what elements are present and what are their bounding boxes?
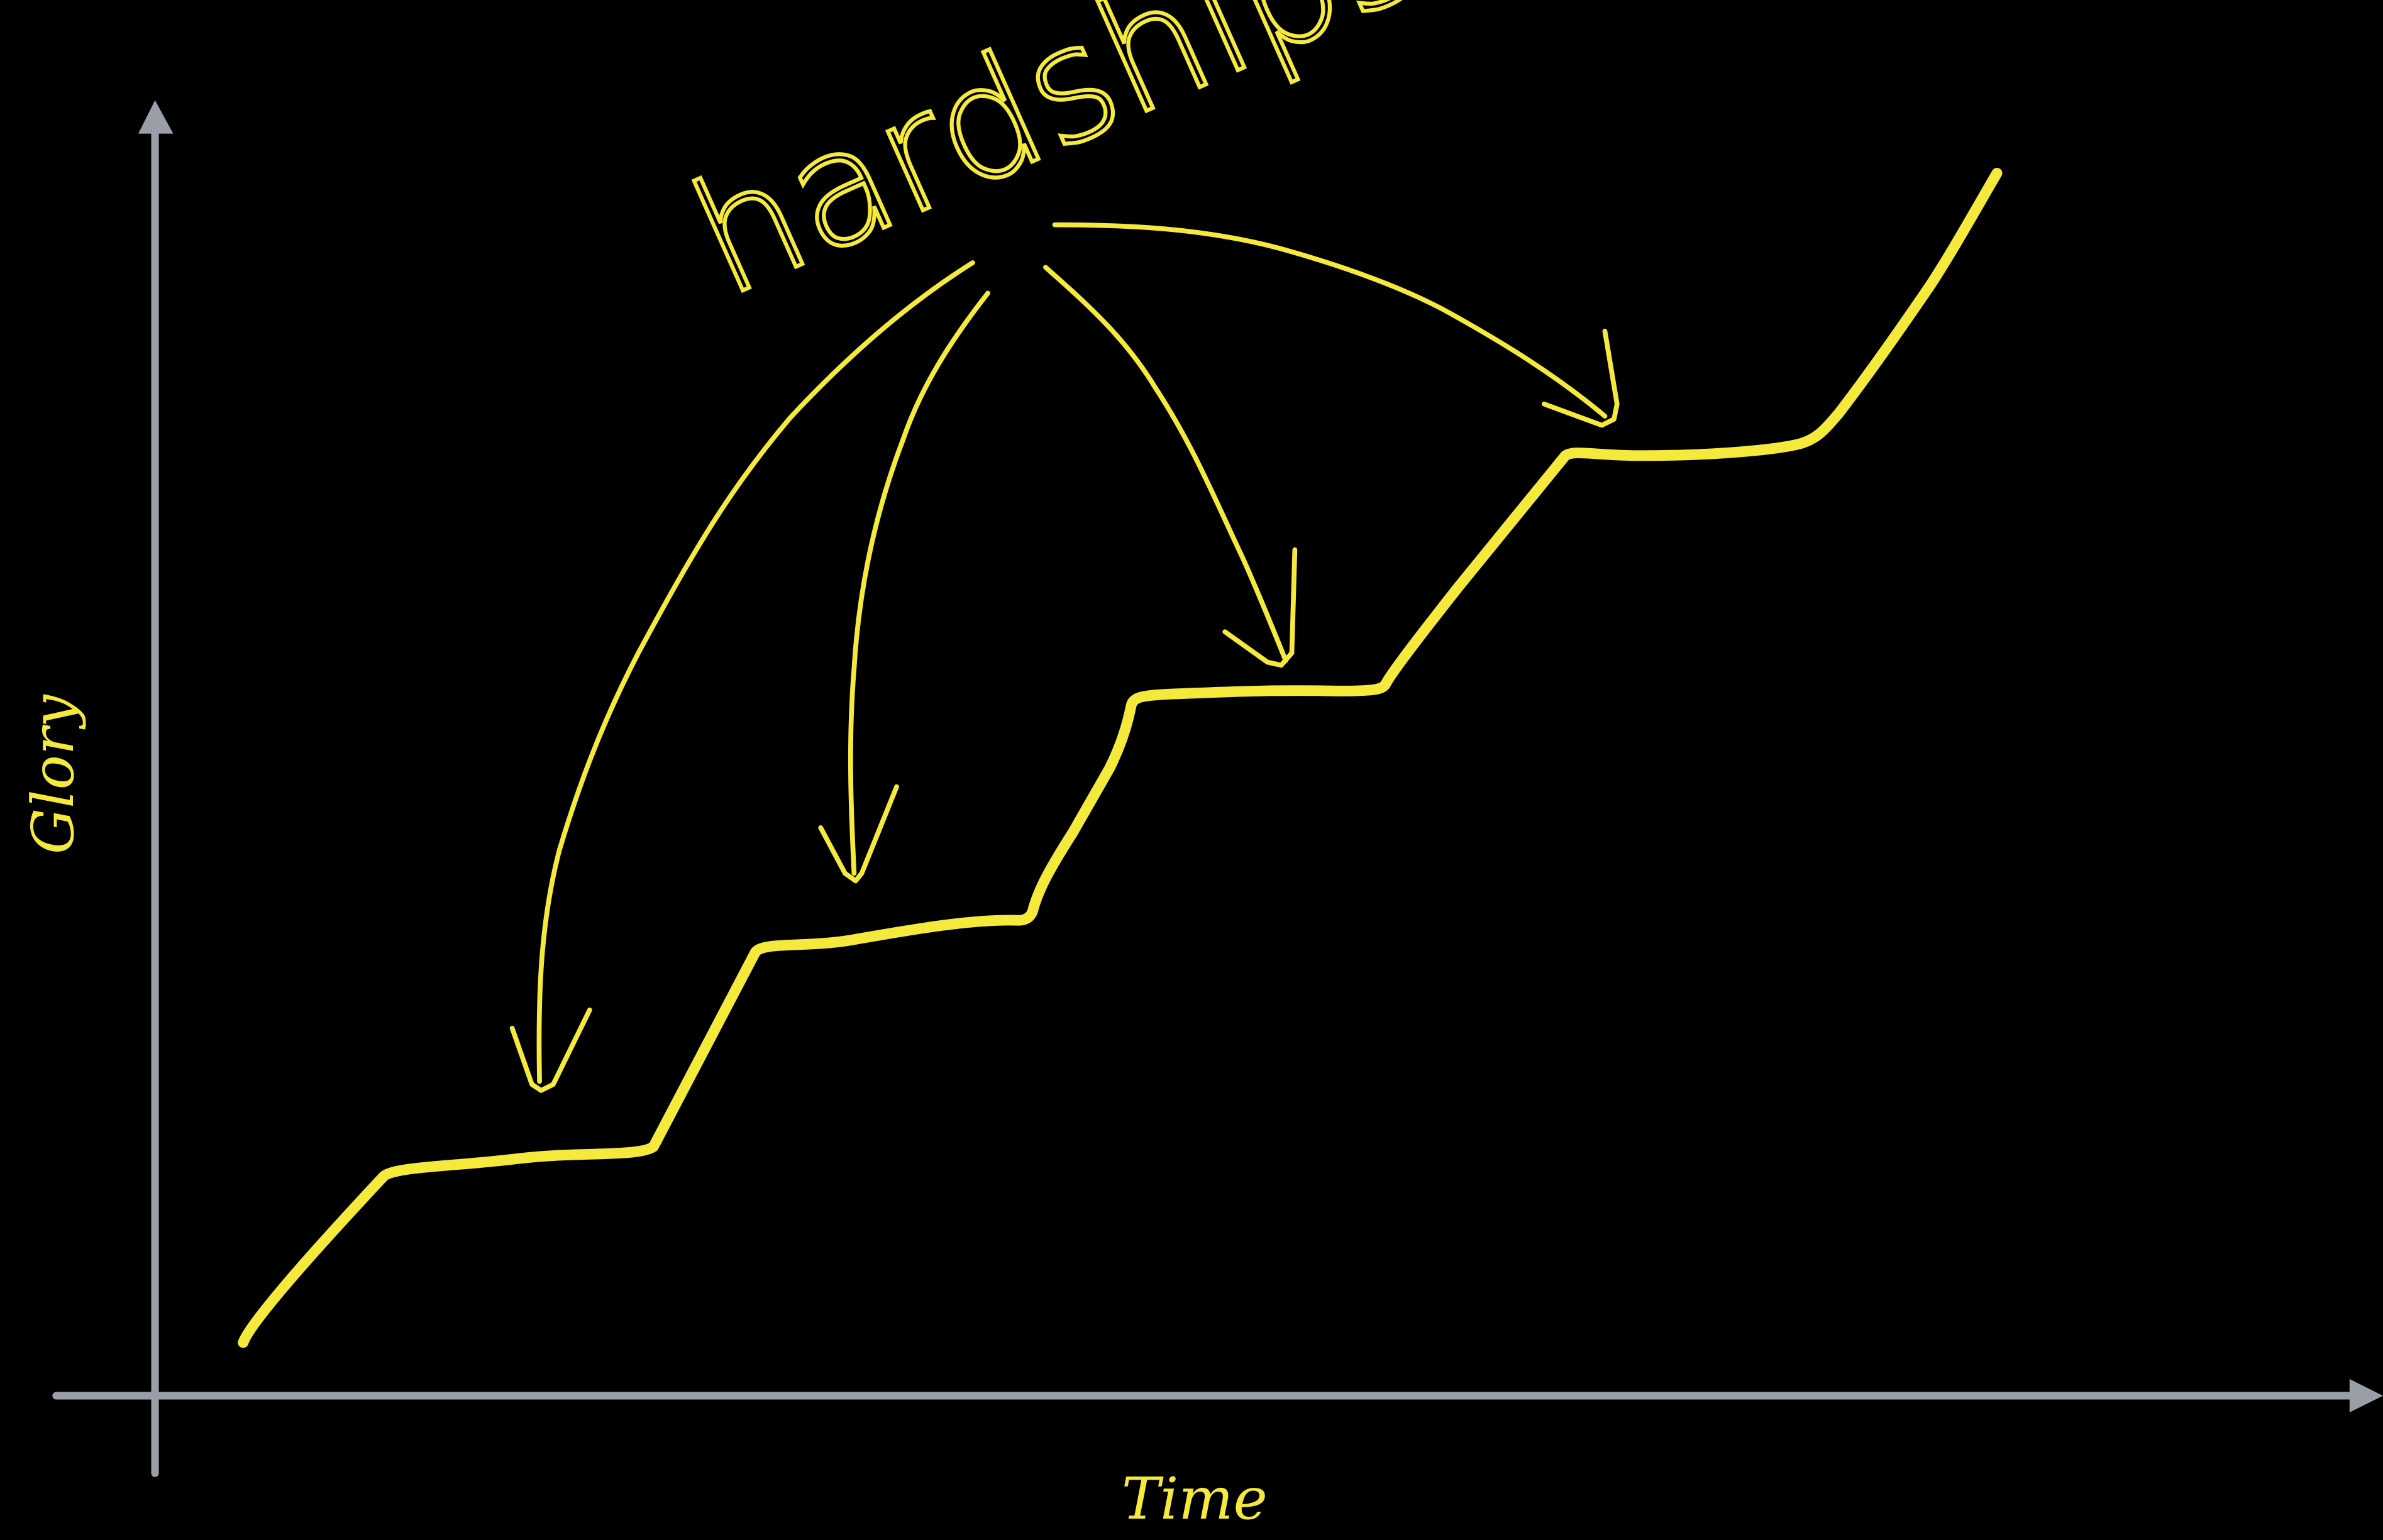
x-axis-arrow-icon [2349,1378,2383,1413]
hardship-arrow-3 [1043,265,1298,668]
y-axis-label: Glory [19,694,87,854]
hardship-arrow-2 [818,290,990,884]
hardships-annotation: hardships [667,0,1444,332]
axes [52,100,2383,1477]
arrow-head-icon [1222,547,1298,668]
arrow-head-icon [1541,328,1620,428]
arrow-head-icon [818,784,899,884]
hardship-arrows [509,222,1620,1093]
hardship-arrow-4 [1052,222,1620,428]
hardship-arrow-1 [509,260,975,1093]
x-axis-label: Time [1122,1465,1268,1532]
y-axis-arrow-icon [138,100,174,134]
glory-curve [238,167,2003,1348]
arrow-head-icon [509,1007,592,1093]
